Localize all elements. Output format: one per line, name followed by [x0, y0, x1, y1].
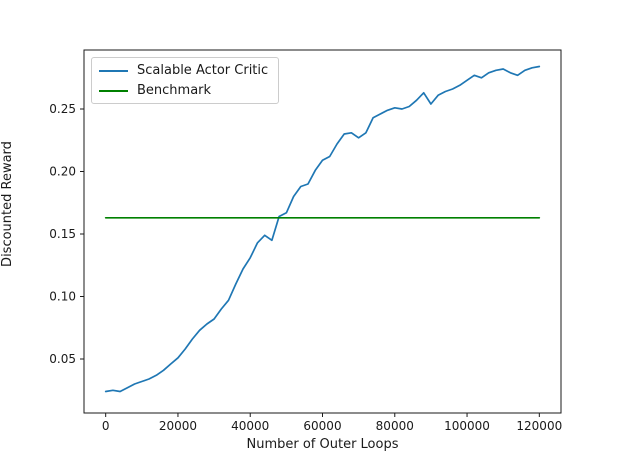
legend-entry-sac: Scalable Actor Critic	[99, 63, 268, 78]
x-tick-label: 80000	[376, 419, 414, 433]
y-tick-label: 0.10	[49, 290, 76, 304]
legend-entry-benchmark: Benchmark	[99, 83, 268, 98]
sac-line-swatch-icon	[99, 69, 128, 72]
x-tick-label: 40000	[231, 419, 269, 433]
y-tick-label: 0.15	[49, 227, 76, 241]
x-tick-label: 60000	[303, 419, 341, 433]
x-tick-label: 100000	[444, 419, 490, 433]
series-layer	[104, 65, 541, 393]
x-tick-label: 120000	[516, 419, 562, 433]
legend-label-benchmark: Benchmark	[137, 83, 212, 98]
benchmark-line-swatch-icon	[99, 89, 128, 92]
ticks-layer: 0 20000 40000 60000 80000 100000 120000 0.05 0.1…	[49, 102, 562, 433]
x-tick-label: 20000	[159, 419, 197, 433]
y-tick-label: 0.05	[49, 352, 76, 366]
series-line-scalable-actor-critic	[104, 65, 541, 393]
legend-label-sac: Scalable Actor Critic	[137, 63, 269, 78]
y-tick-label: 0.20	[49, 165, 76, 179]
plot-background	[84, 50, 561, 413]
axes-box	[83, 49, 562, 414]
y-tick-label: 0.25	[49, 102, 76, 116]
y-axis-label: Discounted Reward	[0, 141, 15, 267]
x-axis-label: Number of Outer Loops	[246, 437, 399, 452]
x-tick-label: 0	[102, 419, 110, 433]
legend: Scalable Actor Critic Benchmark	[91, 57, 280, 104]
